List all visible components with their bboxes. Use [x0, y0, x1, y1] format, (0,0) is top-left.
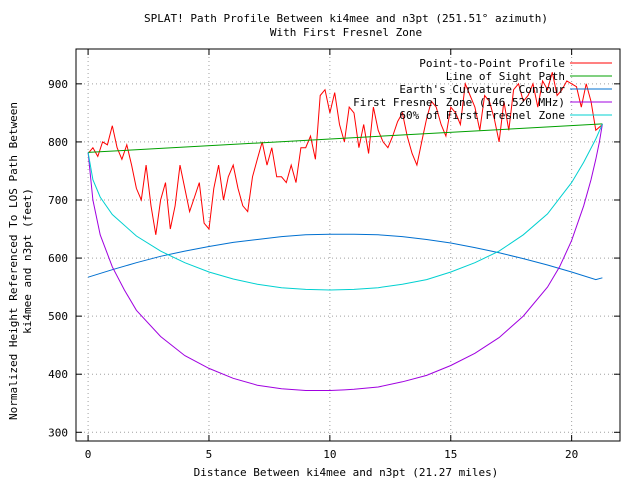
series-line-point-to-point-profile: [87, 72, 603, 235]
legend-label: First Fresnel Zone (146.520 MHz): [353, 96, 565, 109]
plot-frame: [75, 48, 621, 442]
legend-label: 60% of First Fresnel Zone: [399, 109, 565, 122]
y-axis-label-line2: ki4mee and n3pt (feet): [21, 188, 34, 334]
legend-label: Earth's Curvature Contour: [399, 83, 565, 96]
series: [87, 72, 603, 391]
chart-title: SPLAT! Path Profile Between ki4mee and n…: [144, 12, 548, 25]
y-axis-label-line1: Normalized Height Referenced To LOS Path…: [7, 102, 20, 420]
y-tick-label: 400: [48, 368, 68, 381]
x-tick-label: 0: [85, 448, 92, 461]
series-line-earth-s-curvature-contour: [87, 233, 603, 281]
y-tick-label: 600: [48, 252, 68, 265]
x-tick-label: 10: [323, 448, 336, 461]
x-tick-label: 5: [206, 448, 213, 461]
legend-label: Line of Sight Path: [446, 70, 565, 83]
y-tick-label: 500: [48, 310, 68, 323]
x-axis-label: Distance Between ki4mee and n3pt (21.27 …: [194, 466, 499, 479]
series-line-first-fresnel-zone-146-520-mhz: [87, 123, 603, 391]
axes: 0 5 10 15 20 300 400 500 600 700 800 900: [48, 49, 620, 461]
y-tick-label: 300: [48, 426, 68, 439]
chart-subtitle: With First Fresnel Zone: [270, 26, 422, 39]
x-tick-label: 20: [565, 448, 578, 461]
y-tick-label: 800: [48, 136, 68, 149]
series-line-line-of-sight-path: [88, 123, 603, 153]
grid: [76, 49, 620, 441]
y-tick-label: 900: [48, 78, 68, 91]
y-tick-label: 700: [48, 194, 68, 207]
series-line-60-of-first-fresnel-zone: [87, 123, 603, 291]
legend-label: Point-to-Point Profile: [419, 57, 565, 70]
x-tick-label: 15: [444, 448, 457, 461]
